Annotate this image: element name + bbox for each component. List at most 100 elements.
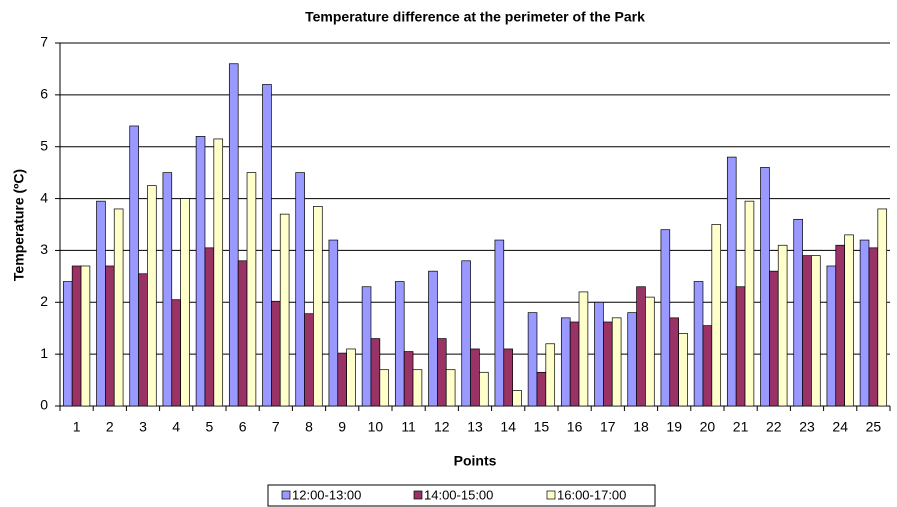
y-tick-label: 7 [40,34,48,50]
bar [71,265,82,407]
bar [726,156,737,407]
legend-swatch [281,490,291,500]
bar [527,312,538,407]
legend-swatch [546,490,556,500]
bar [479,371,489,407]
x-tick-label: 3 [139,419,147,435]
x-tick-label: 1 [73,419,81,435]
y-tick-label: 0 [40,397,48,413]
bar [777,244,788,407]
x-tick-label: 9 [338,419,346,435]
bar [744,200,755,407]
x-tick-label: 24 [832,419,848,435]
bar [313,206,323,407]
bar [213,138,224,407]
x-tick-label: 13 [467,419,483,435]
x-tick-label: 22 [766,419,782,435]
x-tick-label: 8 [305,419,313,435]
bar [138,273,148,407]
bar [428,270,438,407]
bar [636,286,646,407]
legend-label: 12:00-13:00 [292,487,361,502]
bar [162,172,173,407]
chart-title: Temperature difference at the perimeter … [305,9,645,25]
bar [361,286,372,407]
bar [62,281,73,407]
bar [295,172,305,407]
bar [645,296,655,407]
bar [129,125,139,407]
bar [536,371,547,407]
bar [105,265,115,407]
x-tick-label: 7 [272,419,280,435]
bar [793,218,803,407]
bar [228,63,239,407]
bar [578,291,589,407]
y-tick-label: 2 [40,293,48,309]
x-tick-label: 20 [700,419,716,435]
bar [877,208,888,407]
bar [702,325,713,407]
bar [760,167,770,407]
bar [346,348,356,407]
x-tick-label: 16 [567,419,583,435]
bar [678,333,688,407]
x-tick-label: 21 [733,419,749,435]
bar [859,239,870,407]
bar [271,300,281,407]
bar [246,172,257,407]
bar [560,317,571,407]
bar [328,239,339,407]
bar [403,351,414,407]
legend-label: 16:00-17:00 [557,487,626,502]
x-tick-label: 14 [500,419,516,435]
y-axis-label: Temperature (ºC) [11,169,27,281]
bar [835,244,845,407]
bar [802,255,812,407]
bar [470,348,480,407]
bar [96,200,106,407]
bar [279,213,290,407]
y-tick-label: 3 [40,241,48,257]
bar [445,369,456,407]
bar [503,348,513,407]
x-tick-label: 6 [239,419,247,435]
legend-label: 14:00-15:00 [424,487,493,502]
bar [569,321,580,407]
bar [204,247,215,407]
bar [437,338,447,407]
bar [594,301,604,407]
bar [262,84,272,407]
x-tick-label: 4 [172,419,180,435]
y-tick-label: 6 [40,86,48,102]
x-tick-label: 25 [866,419,882,435]
bar [545,343,556,407]
x-tick-label: 23 [799,419,815,435]
bar [735,286,746,407]
bar [113,208,124,407]
bar [660,229,671,407]
x-tick-label: 11 [401,419,416,435]
y-tick-label: 1 [40,345,48,361]
bar [494,239,505,407]
bar [337,352,347,407]
legend-swatch [413,490,423,500]
bar [147,185,157,407]
bar [370,338,381,407]
bar [844,234,854,407]
legend-box [267,484,656,507]
bar [669,317,679,407]
bar [868,247,879,407]
bar [811,255,821,407]
bar [237,260,248,407]
bar [711,224,722,407]
x-tick-label: 12 [434,419,450,435]
x-tick-label: 10 [368,419,384,435]
x-tick-label: 19 [666,419,682,435]
bar [512,390,522,407]
bar [304,313,314,407]
x-tick-label: 18 [633,419,649,435]
bar [171,299,181,407]
bar [195,135,206,407]
